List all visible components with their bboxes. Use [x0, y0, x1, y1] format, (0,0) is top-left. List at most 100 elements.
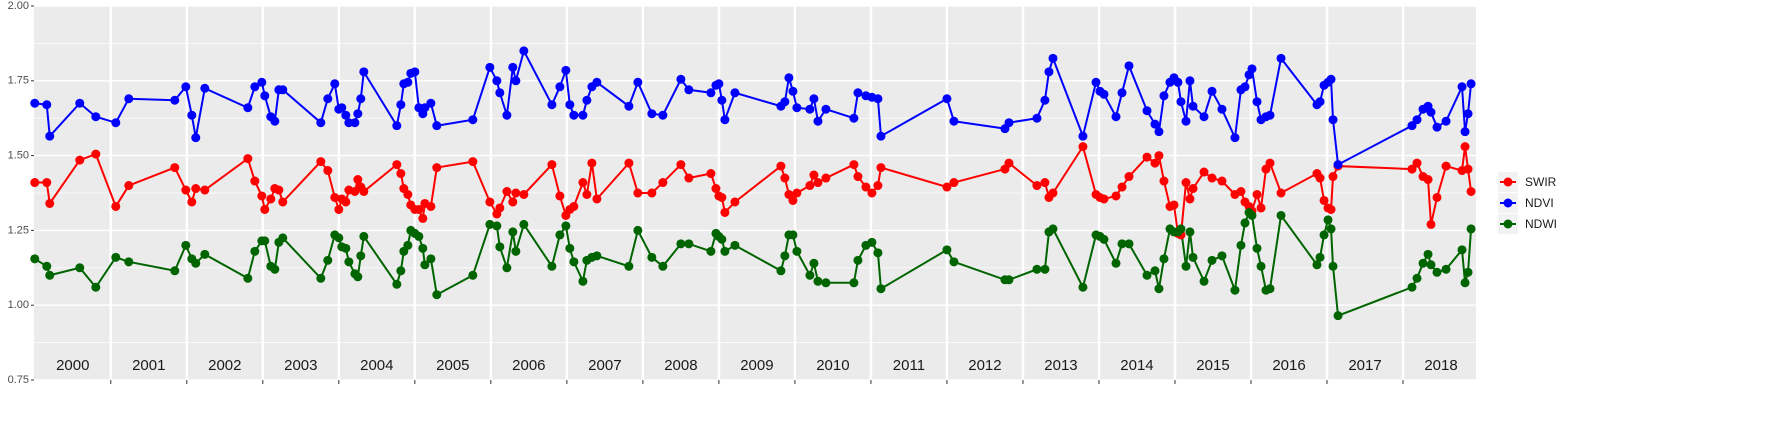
data-point — [1159, 254, 1169, 264]
data-point — [1328, 261, 1338, 271]
data-point — [191, 133, 201, 143]
data-point — [257, 77, 267, 87]
data-point — [432, 163, 442, 173]
data-point — [392, 160, 402, 170]
data-point — [250, 246, 260, 256]
data-point — [468, 270, 478, 280]
data-point — [784, 73, 794, 83]
data-point — [1078, 282, 1088, 292]
data-point — [658, 178, 668, 188]
year-label: 2009 — [740, 357, 773, 374]
data-point — [792, 188, 802, 198]
data-point — [337, 103, 347, 113]
data-point — [200, 249, 210, 259]
year-label: 2001 — [132, 357, 165, 374]
data-point — [420, 260, 430, 270]
data-point — [1099, 194, 1109, 204]
data-point — [350, 118, 360, 128]
data-point — [1199, 112, 1209, 122]
data-point — [1252, 97, 1262, 107]
data-point — [1466, 79, 1476, 89]
year-label: 2012 — [968, 357, 1001, 374]
data-point — [270, 264, 280, 274]
data-point — [111, 201, 121, 211]
data-point — [414, 204, 424, 214]
data-point — [1142, 152, 1152, 162]
y-tick-label: 0.75 — [8, 374, 29, 386]
data-point — [485, 62, 495, 72]
data-point — [1276, 53, 1286, 63]
data-point — [1124, 239, 1134, 249]
legend-label: SWIR — [1525, 175, 1557, 189]
data-point — [485, 219, 495, 229]
year-label: 2016 — [1272, 357, 1305, 374]
data-point — [1044, 67, 1054, 77]
data-point — [1185, 227, 1195, 237]
data-point — [582, 95, 592, 105]
data-point — [1181, 261, 1191, 271]
data-point — [1188, 101, 1198, 111]
data-point — [547, 160, 557, 170]
data-point — [849, 160, 859, 170]
data-point — [1265, 110, 1275, 120]
data-point — [1315, 252, 1325, 262]
data-point — [170, 163, 180, 173]
data-point — [91, 112, 101, 122]
data-point — [1185, 76, 1195, 86]
data-point — [569, 201, 579, 211]
data-point — [356, 251, 366, 261]
data-point — [1423, 249, 1433, 259]
data-point — [776, 266, 786, 276]
data-point — [1099, 234, 1109, 244]
year-label: 2005 — [436, 357, 469, 374]
data-point — [1319, 230, 1329, 240]
data-point — [1230, 285, 1240, 295]
data-point — [42, 178, 52, 188]
data-point — [356, 94, 366, 104]
data-point — [432, 290, 442, 300]
data-point — [1217, 251, 1227, 261]
data-point — [502, 263, 512, 273]
data-point — [1117, 239, 1127, 249]
data-point — [91, 282, 101, 292]
data-point — [511, 246, 521, 256]
data-point — [45, 198, 55, 208]
data-point — [867, 237, 877, 247]
data-point — [418, 213, 428, 223]
data-point — [353, 109, 363, 119]
data-point — [91, 149, 101, 159]
data-point — [1457, 82, 1467, 92]
data-point — [1176, 97, 1186, 107]
data-point — [42, 261, 52, 271]
data-point — [1188, 252, 1198, 262]
year-label: 2011 — [893, 357, 925, 374]
data-point — [1252, 189, 1262, 199]
data-point — [1032, 181, 1042, 191]
data-point — [1276, 210, 1286, 220]
data-point — [191, 184, 201, 194]
data-point — [1188, 184, 1198, 194]
data-point — [1004, 158, 1014, 168]
data-point — [1217, 104, 1227, 114]
data-point — [1154, 151, 1164, 161]
data-point — [1004, 275, 1014, 285]
data-point — [353, 175, 363, 185]
data-point — [1247, 64, 1257, 74]
data-point — [1230, 133, 1240, 143]
data-point — [582, 189, 592, 199]
data-point — [495, 88, 505, 98]
data-point — [1412, 115, 1422, 125]
data-point — [519, 189, 529, 199]
data-point — [1207, 86, 1217, 96]
data-point — [813, 276, 823, 286]
year-label: 2000 — [56, 357, 89, 374]
data-point — [1032, 264, 1042, 274]
data-point — [730, 197, 740, 207]
data-point — [1048, 224, 1058, 234]
data-point — [1199, 167, 1209, 177]
legend-point — [1503, 198, 1513, 208]
data-point — [647, 109, 657, 119]
data-point — [1407, 164, 1417, 174]
data-point — [561, 65, 571, 75]
data-point — [485, 197, 495, 207]
